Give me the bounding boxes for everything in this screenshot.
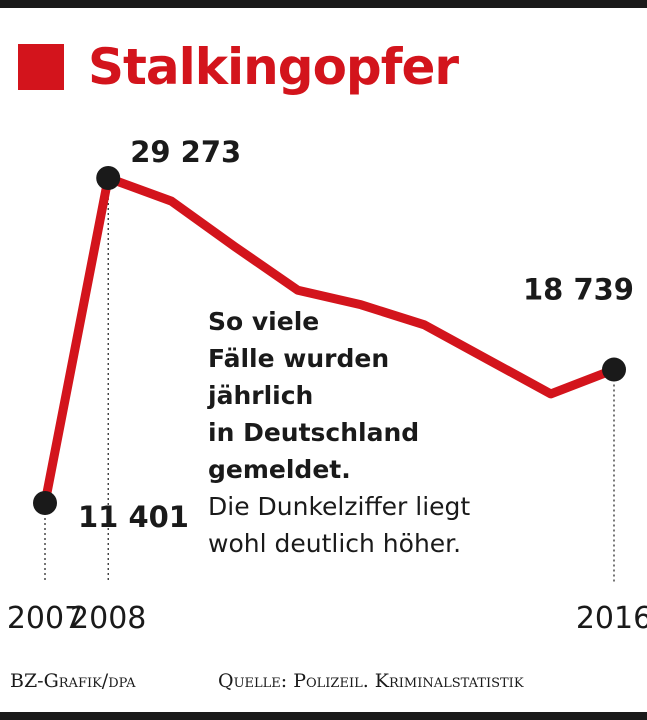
data-label: 11 401: [78, 500, 189, 534]
data-point: [33, 491, 57, 515]
annotation-line: Fälle wurden: [208, 344, 390, 373]
title-square-icon: [18, 44, 64, 90]
annotation: So viele Fälle wurden jährlich in Deutsc…: [208, 303, 470, 562]
annotation-line: gemeldet.: [208, 455, 351, 484]
bottom-rule: [0, 712, 647, 720]
top-rule: [0, 0, 647, 8]
data-point: [96, 166, 121, 190]
annotation-line: in Deutschland: [208, 418, 420, 447]
data-label: 18 739: [523, 273, 634, 307]
x-tick-label: 2016: [576, 601, 647, 636]
x-tick-label: 2008: [70, 601, 146, 636]
annotation-line: jährlich: [208, 381, 314, 410]
annotation-line: Die Dunkelziffer liegt: [208, 492, 471, 521]
chart-title: Stalkingopfer: [88, 38, 459, 96]
data-label: 29 273: [130, 135, 241, 169]
credit-label: BZ-Grafik/dpa: [10, 670, 136, 692]
annotation-line: So viele: [208, 307, 320, 336]
x-tick-label: 2007: [7, 601, 83, 636]
series-line: [40, 173, 619, 508]
source-label: Quelle: Polizeil. Kriminalstatistik: [218, 670, 524, 692]
data-point: [602, 357, 626, 382]
annotation-line: wohl deutlich höher.: [208, 529, 462, 558]
